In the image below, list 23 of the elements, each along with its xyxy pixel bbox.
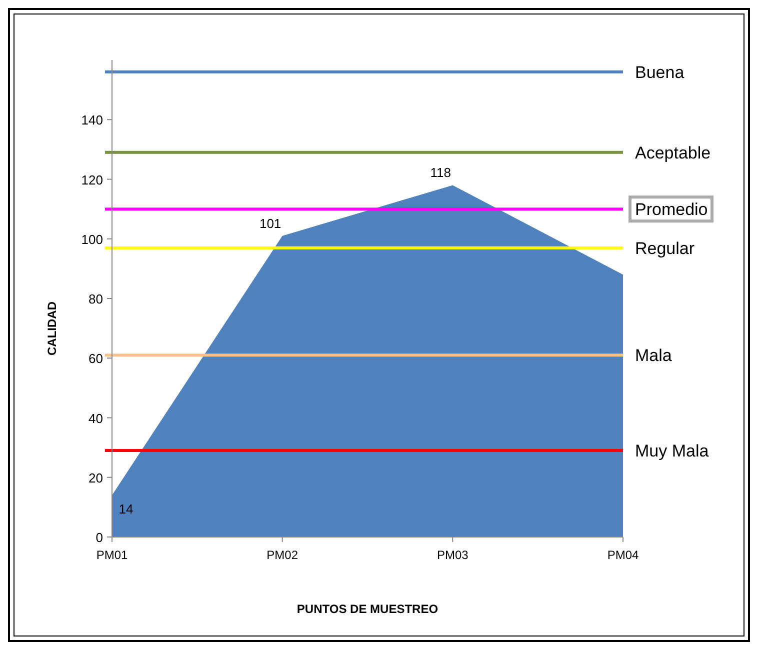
ref-line-label: Muy Mala (635, 442, 710, 461)
y-tick-label: 140 (81, 112, 103, 128)
y-tick-label: 60 (88, 351, 103, 366)
ref-line-label: Aceptable (635, 143, 711, 162)
data-label: 101 (259, 216, 282, 231)
x-tick-label: PM04 (607, 548, 639, 562)
data-label: 118 (430, 165, 452, 180)
ref-line-label: Promedio (635, 200, 708, 220)
x-tick-label: PM01 (96, 548, 128, 562)
ref-line-label: Buena (635, 62, 685, 82)
x-axis-title: PUNTOS DE MUESTREO (296, 602, 438, 616)
y-tick-label: 40 (88, 410, 103, 426)
data-label: 14 (118, 501, 134, 516)
y-tick-label: 120 (81, 172, 103, 188)
y-tick-label: 0 (96, 530, 103, 545)
x-tick-label: PM02 (266, 548, 298, 562)
y-axis-title: CALIDAD (45, 301, 59, 356)
y-tick-label: 20 (88, 470, 103, 486)
x-tick-label: PM03 (436, 548, 469, 562)
y-tick-label: 100 (81, 232, 103, 247)
ref-line-label: Regular (635, 238, 695, 258)
y-tick-label: 80 (88, 292, 103, 306)
ref-line-label: Mala (635, 346, 672, 366)
